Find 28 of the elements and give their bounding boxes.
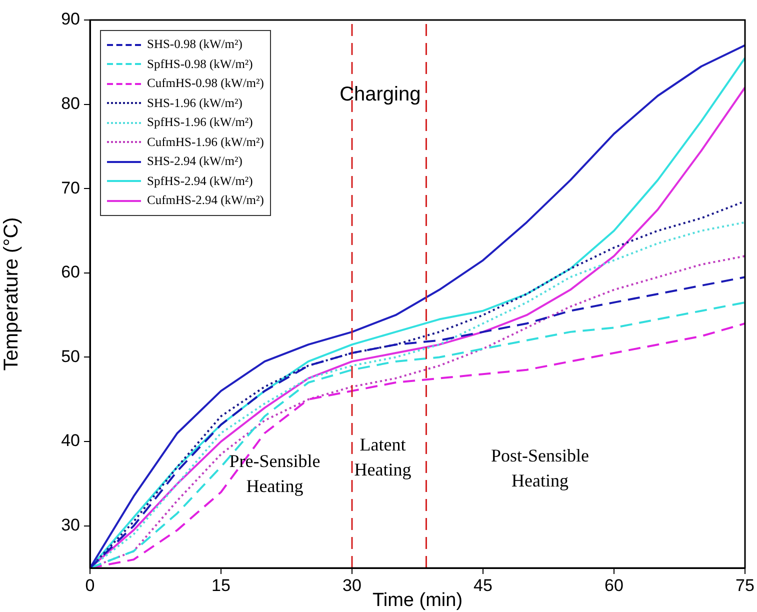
y-tick-label: 60 (61, 262, 80, 282)
legend-label: CufmHS-2.94 (kW/m²) (147, 193, 264, 208)
legend-label: CufmHS-1.96 (kW/m²) (147, 134, 264, 150)
legend-label: SpfHS-2.94 (kW/m²) (147, 174, 253, 189)
y-axis-title: Temperature (°C) (0, 217, 23, 371)
legend-label: SpfHS-0.98 (kW/m²) (147, 56, 253, 72)
x-tick-label: 45 (474, 576, 492, 595)
legend-label: CufmHS-0.98 (kW/m²) (147, 76, 264, 92)
legend-label: SHS-0.98 (kW/m²) (147, 37, 242, 52)
annotation: Post-Sensible Heating (490, 446, 589, 491)
legend-label: SHS-1.96 (kW/m²) (147, 96, 242, 111)
y-tick-label: 70 (61, 178, 80, 198)
y-tick-label: 40 (61, 431, 80, 450)
legend-label: SHS-2.94 (kW/m²) (147, 154, 242, 170)
x-tick-label: 75 (736, 576, 754, 595)
y-tick-label: 90 (61, 10, 80, 29)
y-tick-label: 30 (61, 516, 80, 535)
x-tick-label: 0 (85, 576, 95, 595)
legend-label: SpfHS-1.96 (kW/m²) (147, 115, 253, 130)
y-tick-label: 50 (61, 346, 80, 366)
x-tick-label: 60 (604, 576, 624, 595)
x-tick-label: 15 (212, 576, 230, 595)
x-axis-title: Time (min) (372, 590, 463, 611)
x-tick-label: 30 (342, 576, 362, 595)
y-tick-label: 80 (61, 94, 80, 113)
annotation: Latent Heating (354, 434, 412, 480)
annotation: Pre-Sensible Heating (229, 451, 320, 496)
annotation: Charging (340, 84, 421, 106)
